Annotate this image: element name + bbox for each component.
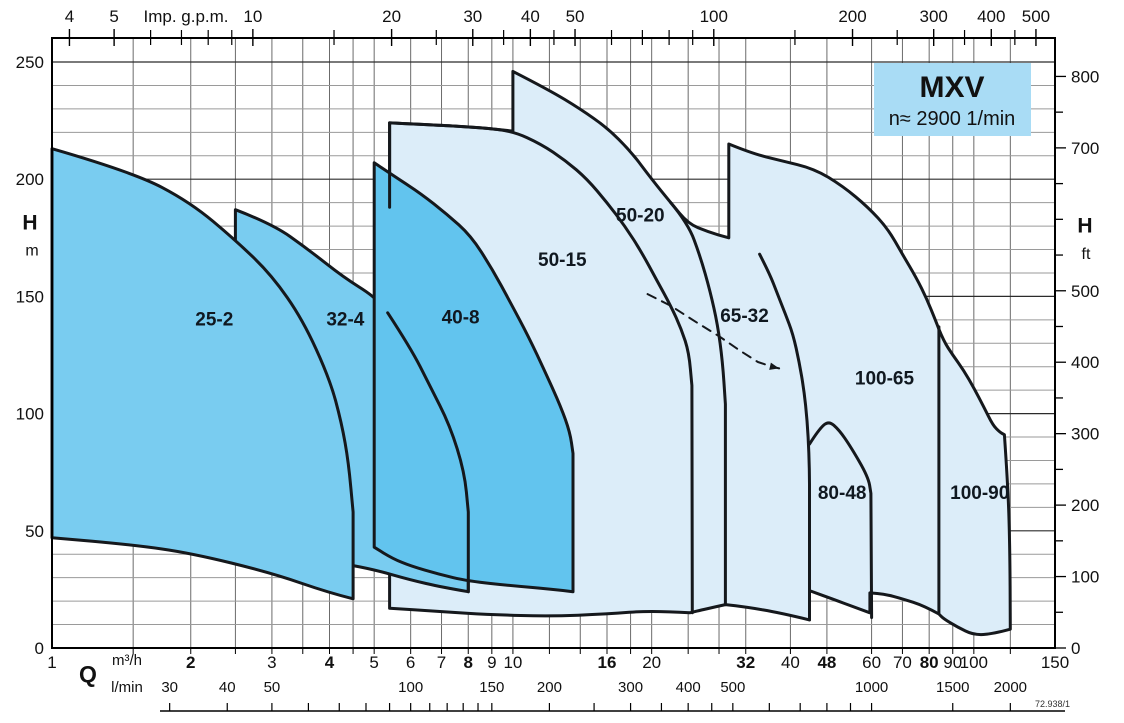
axis-top-imp-gpm: 4 5 10 20 30 40 50 100 200 300 400 500 Imp. g.p.m. [65,7,1050,46]
axis-bottom-lmin: 30 40 50 100 150 200 300 400 500 1000 1500 2000 72.9… [160,679,1070,712]
svg-text:5: 5 [369,653,378,672]
dashed-guide-arrowhead [769,362,780,370]
svg-text:40: 40 [781,653,800,672]
region-label-25-2: 25-2 [195,310,233,331]
svg-text:9: 9 [487,653,496,672]
svg-text:200: 200 [537,679,562,696]
chart-subtitle: n≈ 2900 1/min [889,108,1016,130]
region-label-65-32: 65-32 [720,306,769,327]
svg-text:100: 100 [700,7,728,26]
svg-text:30: 30 [463,7,482,26]
svg-text:250: 250 [16,53,44,72]
svg-text:20: 20 [382,7,401,26]
region-label-50-20: 50-20 [616,205,665,226]
region-label-100-65: 100-65 [855,368,915,389]
svg-text:300: 300 [1071,425,1099,444]
svg-text:40: 40 [521,7,540,26]
svg-text:200: 200 [838,7,866,26]
pump-envelope-regions [50,69,1012,637]
axis-bottom-unit-m3h: m³/h [112,652,142,669]
axis-left-h-m: 0 50 100 150 200 250 Hm [16,53,44,658]
svg-text:100: 100 [398,679,423,696]
drawing-number: 72.938/1 [1035,699,1070,709]
svg-text:80: 80 [920,653,939,672]
svg-text:800: 800 [1071,67,1099,86]
axis-right-h-ft: 0 100 200 300 400 500 700 800 Hft [1055,67,1099,658]
svg-text:5: 5 [109,7,118,26]
svg-text:16: 16 [598,653,617,672]
svg-text:700: 700 [1071,139,1099,158]
svg-text:400: 400 [977,7,1005,26]
chart-title: MXV [919,71,984,104]
svg-text:100: 100 [960,653,988,672]
svg-text:300: 300 [618,679,643,696]
svg-text:2000: 2000 [994,679,1027,696]
svg-text:60: 60 [862,653,881,672]
axis-right-unit: ft [1082,246,1091,263]
boundary-65-32-right [758,252,811,622]
svg-text:0: 0 [35,639,44,658]
region-label-40-8: 40-8 [442,307,480,328]
axis-right-label: H [1077,214,1092,237]
svg-text:200: 200 [16,170,44,189]
boundary-50-20-right [669,201,727,607]
axis-left-label: H [22,212,37,235]
boundary-50-15-right [388,121,694,615]
axis-left-unit: m [25,243,38,260]
svg-text:30: 30 [161,679,178,696]
axis-bottom-label: Q [79,661,97,687]
svg-text:10: 10 [503,653,522,672]
title-box-background [874,63,1031,136]
svg-text:8: 8 [464,653,473,672]
svg-text:20: 20 [642,653,661,672]
dashed-guide-line [646,293,781,370]
svg-text:150: 150 [16,287,44,306]
svg-text:50: 50 [264,679,281,696]
svg-text:48: 48 [817,653,836,672]
svg-text:200: 200 [1071,496,1099,515]
svg-text:100: 100 [16,405,44,424]
region-label-50-15: 50-15 [538,250,587,271]
region-labels: 25-2 32-4 40-8 50-15 50-20 65-32 100-65 80-48 10… [195,205,1009,504]
svg-text:150: 150 [479,679,504,696]
svg-text:300: 300 [920,7,948,26]
svg-text:0: 0 [1071,639,1080,658]
svg-text:10: 10 [243,7,262,26]
axis-top-unit-label: Imp. g.p.m. [143,7,228,26]
svg-text:40: 40 [219,679,236,696]
svg-text:50: 50 [25,522,44,541]
svg-text:2: 2 [186,653,195,672]
svg-text:150: 150 [1041,653,1069,672]
svg-text:400: 400 [1071,353,1099,372]
title-box: MXV n≈ 2900 1/min [874,63,1031,136]
svg-text:1500: 1500 [936,679,969,696]
svg-text:100: 100 [1071,568,1099,587]
boundary-32-4-right-restroke [386,311,470,594]
region-label-100-90: 100-90 [950,483,1009,504]
svg-text:90: 90 [943,653,962,672]
region-40-8 [372,161,575,594]
svg-text:50: 50 [566,7,585,26]
svg-text:3: 3 [267,653,276,672]
svg-text:500: 500 [1022,7,1050,26]
svg-text:4: 4 [65,7,74,26]
svg-text:7: 7 [437,653,446,672]
svg-text:70: 70 [893,653,912,672]
svg-text:4: 4 [325,653,335,672]
boundary-80-48-right [808,421,874,619]
svg-text:1: 1 [47,653,56,672]
svg-text:1000: 1000 [855,679,888,696]
svg-text:500: 500 [720,679,745,696]
axis-bottom-unit-lmin: l/min [111,679,143,696]
svg-text:400: 400 [676,679,701,696]
region-25-2 [50,147,355,601]
svg-text:6: 6 [406,653,415,672]
svg-text:32: 32 [736,653,755,672]
svg-text:500: 500 [1071,282,1099,301]
region-label-32-4: 32-4 [326,310,364,331]
region-label-80-48: 80-48 [818,483,867,504]
